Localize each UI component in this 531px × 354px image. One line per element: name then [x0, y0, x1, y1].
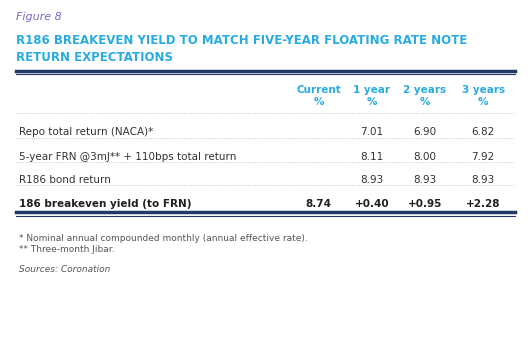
- Text: 6.82: 6.82: [472, 127, 495, 137]
- Text: 8.93: 8.93: [413, 175, 436, 185]
- Text: 7.01: 7.01: [360, 127, 383, 137]
- Text: +0.40: +0.40: [354, 199, 389, 209]
- Text: R186 bond return: R186 bond return: [19, 175, 110, 185]
- Text: Figure 8: Figure 8: [16, 12, 62, 22]
- Text: 3 years
%: 3 years %: [461, 85, 505, 107]
- Text: 8.74: 8.74: [306, 199, 331, 209]
- Text: ** Three-month Jibar.: ** Three-month Jibar.: [19, 245, 114, 254]
- Text: * Nominal annual compounded monthly (annual effective rate).: * Nominal annual compounded monthly (ann…: [19, 234, 307, 242]
- Text: 1 year
%: 1 year %: [353, 85, 390, 107]
- Text: +0.95: +0.95: [408, 199, 442, 209]
- Text: 7.92: 7.92: [472, 152, 495, 161]
- Text: 186 breakeven yield (to FRN): 186 breakeven yield (to FRN): [19, 199, 191, 209]
- Text: 8.93: 8.93: [360, 175, 383, 185]
- Text: Sources: Coronation: Sources: Coronation: [19, 266, 110, 274]
- Text: R186 BREAKEVEN YIELD TO MATCH FIVE-YEAR FLOATING RATE NOTE: R186 BREAKEVEN YIELD TO MATCH FIVE-YEAR …: [16, 34, 467, 47]
- Text: Repo total return (NACA)*: Repo total return (NACA)*: [19, 127, 153, 137]
- Text: 8.93: 8.93: [472, 175, 495, 185]
- Text: 2 years
%: 2 years %: [403, 85, 447, 107]
- Text: 6.90: 6.90: [413, 127, 436, 137]
- Text: 8.11: 8.11: [360, 152, 383, 161]
- Text: 5-year FRN @3mJ** + 110bps total return: 5-year FRN @3mJ** + 110bps total return: [19, 152, 236, 161]
- Text: Current
%: Current %: [296, 85, 341, 107]
- Text: +2.28: +2.28: [466, 199, 500, 209]
- Text: 8.00: 8.00: [413, 152, 436, 161]
- Text: RETURN EXPECTATIONS: RETURN EXPECTATIONS: [16, 51, 173, 64]
